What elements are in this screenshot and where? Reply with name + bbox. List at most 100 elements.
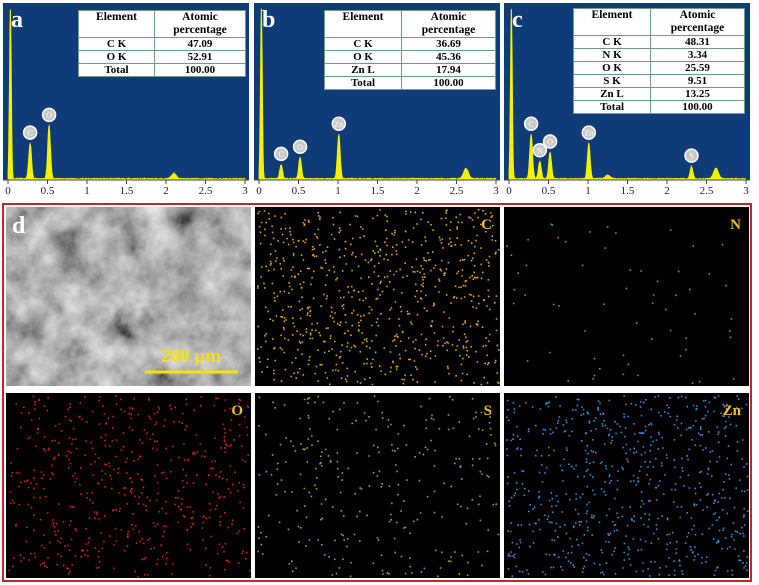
- table-cell: N K: [573, 48, 651, 62]
- x-tick-label: 1.5: [120, 185, 134, 197]
- peak-label: O: [297, 143, 303, 152]
- x-tick-label: 0.5: [292, 185, 306, 197]
- table-cell: Total: [78, 63, 155, 77]
- x-tick-label: 2.5: [700, 185, 714, 197]
- table-cell: Total: [573, 100, 651, 114]
- peak-label: Zn: [584, 129, 593, 138]
- table-header-cell: Element: [573, 8, 651, 36]
- table-row: O K 45.36: [324, 50, 496, 64]
- table-cell: 52.91: [154, 50, 246, 64]
- x-tick-label: 2: [414, 185, 420, 197]
- scale-bar-label: 200 µm: [161, 346, 221, 367]
- table-row: Total 100.00: [573, 100, 745, 114]
- table-header-row: Element Atomic percentage: [573, 8, 745, 36]
- map-background: [504, 207, 749, 386]
- table-cell: Zn L: [573, 87, 651, 101]
- map-element-label: C: [481, 217, 492, 233]
- peak-label: Zn: [334, 120, 343, 129]
- peak-badge: [41, 107, 57, 123]
- map-background: [6, 393, 251, 578]
- x-tick-label: 1: [84, 185, 90, 197]
- panel-label: b: [262, 7, 275, 33]
- table-header-cell: Atomic percentage: [401, 10, 496, 38]
- peak-label: O: [46, 111, 52, 120]
- table-row: Total 100.00: [78, 63, 246, 77]
- table-cell: 47.09: [154, 37, 246, 51]
- table-cell: 48.31: [650, 35, 745, 49]
- x-tick-label: 3: [493, 185, 499, 197]
- table-cell: 100.00: [650, 100, 745, 114]
- map-background: [504, 393, 749, 578]
- peak-label: O: [547, 137, 553, 146]
- table-cell: C K: [78, 37, 155, 51]
- table-row: Zn L 13.25: [573, 87, 745, 101]
- x-tick-label: 1: [335, 185, 341, 197]
- table-cell: Zn L: [324, 63, 402, 77]
- spectrum: [508, 8, 747, 181]
- table-cell: C K: [324, 37, 402, 51]
- table-row: O K 52.91: [78, 50, 246, 64]
- table-cell: 3.34: [650, 48, 745, 62]
- peak-label: C: [528, 120, 533, 129]
- table-cell: 25.59: [650, 61, 745, 75]
- x-tick-label: 2.5: [199, 185, 213, 197]
- x-tick-label: 1: [585, 185, 591, 197]
- map-element-label: O: [231, 403, 243, 419]
- table-cell: 100.00: [154, 63, 246, 77]
- spectrum: [258, 8, 497, 181]
- peak-label: C: [27, 129, 32, 138]
- map-element-label: S: [484, 403, 492, 419]
- table-row: C K 48.31: [573, 35, 745, 49]
- table-row: C K 36.69: [324, 37, 496, 51]
- x-tick-label: 0.5: [542, 185, 556, 197]
- x-tick-label: 2: [664, 185, 670, 197]
- map-element-label: Zn: [723, 403, 742, 419]
- panel-label: d: [12, 213, 26, 239]
- panel-label: a: [11, 7, 23, 33]
- x-tick-label: 1.5: [371, 185, 385, 197]
- sem-image: [6, 207, 251, 386]
- map-dots: [257, 395, 500, 578]
- peak-badge: [523, 116, 539, 131]
- composition-table: Element Atomic percentage C K 47.09 O K 52.91…: [78, 10, 246, 77]
- table-cell: 100.00: [401, 76, 496, 90]
- table-header-cell: Element: [78, 10, 155, 38]
- peak-badge: [331, 116, 347, 131]
- peak-badge: [542, 134, 558, 149]
- table-cell: 9.51: [650, 74, 745, 88]
- table-cell: O K: [78, 50, 155, 64]
- x-tick-label: 3: [242, 185, 248, 197]
- panel-label: c: [512, 7, 523, 33]
- table-row: Zn L 17.94: [324, 63, 496, 77]
- table-cell: S K: [573, 74, 651, 88]
- table-cell: 36.69: [401, 37, 496, 51]
- x-tick-label: 0: [506, 185, 512, 197]
- x-tick-label: 0.5: [41, 185, 55, 197]
- table-cell: 13.25: [650, 87, 745, 101]
- peak-label: N: [537, 146, 543, 155]
- composition-table: Element Atomic percentage C K 36.69 O K 45.36…: [324, 10, 496, 90]
- table-cell: O K: [573, 61, 651, 75]
- table-row: S K 9.51: [573, 74, 745, 88]
- table-cell: Total: [324, 76, 402, 90]
- peak-badge: [292, 139, 308, 155]
- table-header-row: Element Atomic percentage: [78, 10, 246, 38]
- peak-label: C: [278, 150, 283, 159]
- table-row: C K 47.09: [78, 37, 246, 51]
- map-element-label: N: [730, 217, 741, 233]
- table-cell: 45.36: [401, 50, 496, 64]
- table-row: Total 100.00: [324, 76, 496, 90]
- x-tick-label: 0: [5, 185, 11, 197]
- composition-table: Element Atomic percentage C K 48.31 N K 3.34 O…: [573, 8, 745, 114]
- x-tick-label: 3: [743, 185, 749, 197]
- table-row: N K 3.34: [573, 48, 745, 62]
- x-tick-label: 1.5: [621, 185, 635, 197]
- table-header-cell: Atomic percentage: [154, 10, 246, 38]
- peak-badge: [684, 148, 699, 163]
- table-cell: 17.94: [401, 63, 496, 77]
- table-cell: C K: [573, 35, 651, 49]
- map-background: [255, 393, 500, 578]
- table-cell: O K: [324, 50, 402, 64]
